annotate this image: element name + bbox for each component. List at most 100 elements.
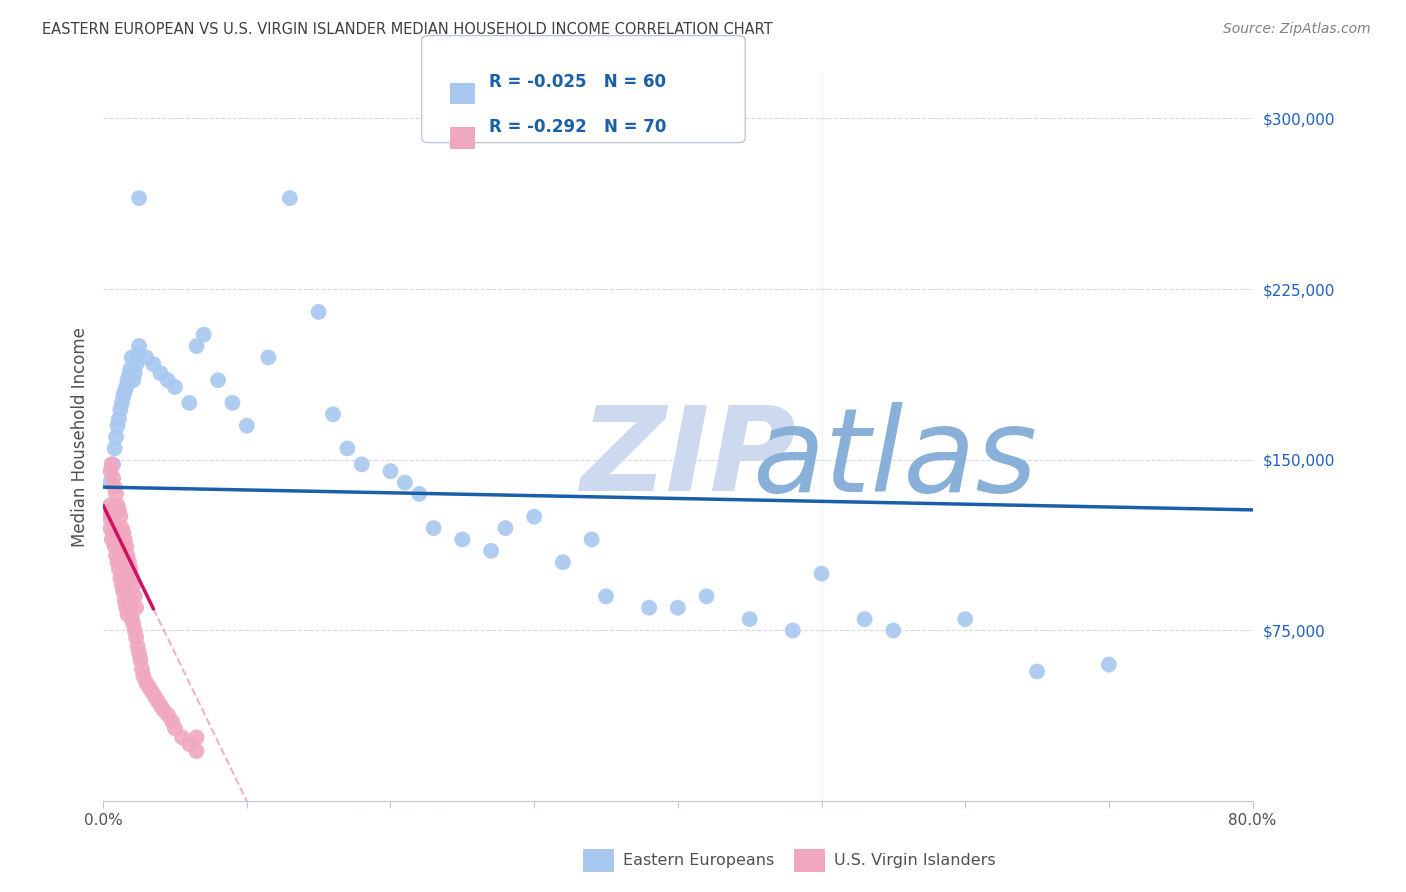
Text: atlas: atlas xyxy=(752,402,1038,516)
Point xyxy=(1098,657,1121,672)
Point xyxy=(122,616,145,631)
Point xyxy=(107,555,129,569)
Text: U.S. Virgin Islanders: U.S. Virgin Islanders xyxy=(834,854,995,868)
Point xyxy=(124,367,146,381)
Point xyxy=(257,351,280,365)
Text: ZIP: ZIP xyxy=(581,401,796,516)
Point xyxy=(111,555,134,569)
Point xyxy=(143,690,166,704)
Point xyxy=(103,525,125,540)
Point xyxy=(207,373,229,387)
Point xyxy=(422,521,444,535)
Point xyxy=(128,646,150,660)
Point xyxy=(160,714,183,729)
Point xyxy=(186,744,208,758)
Point xyxy=(108,412,131,426)
Point xyxy=(114,384,136,399)
Point xyxy=(115,380,138,394)
Point xyxy=(112,566,135,581)
Point xyxy=(149,698,172,713)
Point xyxy=(108,539,131,553)
Point xyxy=(112,525,135,540)
Point xyxy=(135,351,157,365)
Point xyxy=(98,521,121,535)
Point xyxy=(115,600,138,615)
Point xyxy=(221,396,243,410)
Point xyxy=(105,525,128,540)
Point xyxy=(121,612,143,626)
Point xyxy=(146,694,169,708)
Point xyxy=(408,487,430,501)
Point xyxy=(149,367,172,381)
Point xyxy=(104,516,127,531)
Text: Eastern Europeans: Eastern Europeans xyxy=(623,854,775,868)
Point xyxy=(186,339,208,353)
Point xyxy=(108,503,131,517)
Text: EASTERN EUROPEAN VS U.S. VIRGIN ISLANDER MEDIAN HOUSEHOLD INCOME CORRELATION CHA: EASTERN EUROPEAN VS U.S. VIRGIN ISLANDER… xyxy=(42,22,773,37)
Point xyxy=(141,685,163,699)
Point xyxy=(117,607,139,622)
Point xyxy=(114,575,136,590)
Point xyxy=(105,487,128,501)
Point xyxy=(122,373,145,387)
Point xyxy=(142,357,165,371)
Text: Source: ZipAtlas.com: Source: ZipAtlas.com xyxy=(1223,22,1371,37)
Point xyxy=(350,458,373,472)
Point xyxy=(98,475,121,490)
Text: R = -0.292   N = 70: R = -0.292 N = 70 xyxy=(489,118,666,136)
Point xyxy=(104,539,127,553)
Point xyxy=(128,191,150,205)
Point xyxy=(108,562,131,576)
Point xyxy=(122,578,145,592)
Point xyxy=(236,418,259,433)
Point xyxy=(523,509,546,524)
Point xyxy=(111,521,134,535)
Point xyxy=(120,361,142,376)
Point xyxy=(696,590,718,604)
Point xyxy=(132,669,155,683)
Point xyxy=(127,348,149,362)
Point xyxy=(666,600,689,615)
Point xyxy=(118,594,141,608)
Point xyxy=(114,594,136,608)
Point xyxy=(98,499,121,513)
Point xyxy=(186,731,208,745)
Point xyxy=(114,533,136,547)
Point xyxy=(110,549,132,563)
Point xyxy=(172,731,194,745)
Point xyxy=(595,590,617,604)
Point xyxy=(152,703,174,717)
Point xyxy=(112,584,135,599)
Point xyxy=(107,533,129,547)
Point xyxy=(105,430,128,444)
Point xyxy=(494,521,516,535)
Point xyxy=(115,584,138,599)
Point xyxy=(103,471,125,485)
Point xyxy=(1026,665,1049,679)
Point xyxy=(104,442,127,456)
Y-axis label: Median Household Income: Median Household Income xyxy=(72,327,89,547)
Point xyxy=(953,612,976,626)
Point xyxy=(98,464,121,478)
Point xyxy=(97,509,120,524)
Point xyxy=(100,458,122,472)
Point xyxy=(118,555,141,569)
Point xyxy=(112,389,135,403)
Point xyxy=(120,600,142,615)
Point xyxy=(193,327,215,342)
Point xyxy=(581,533,603,547)
Point xyxy=(124,590,146,604)
Point xyxy=(117,373,139,387)
Point xyxy=(121,351,143,365)
Point xyxy=(103,503,125,517)
Point xyxy=(121,571,143,585)
Point xyxy=(103,458,125,472)
Point xyxy=(738,612,761,626)
Point xyxy=(131,662,153,676)
Point xyxy=(322,407,344,421)
Point xyxy=(156,373,179,387)
Point xyxy=(638,600,661,615)
Point xyxy=(551,555,574,569)
Point xyxy=(156,707,179,722)
Point xyxy=(105,549,128,563)
